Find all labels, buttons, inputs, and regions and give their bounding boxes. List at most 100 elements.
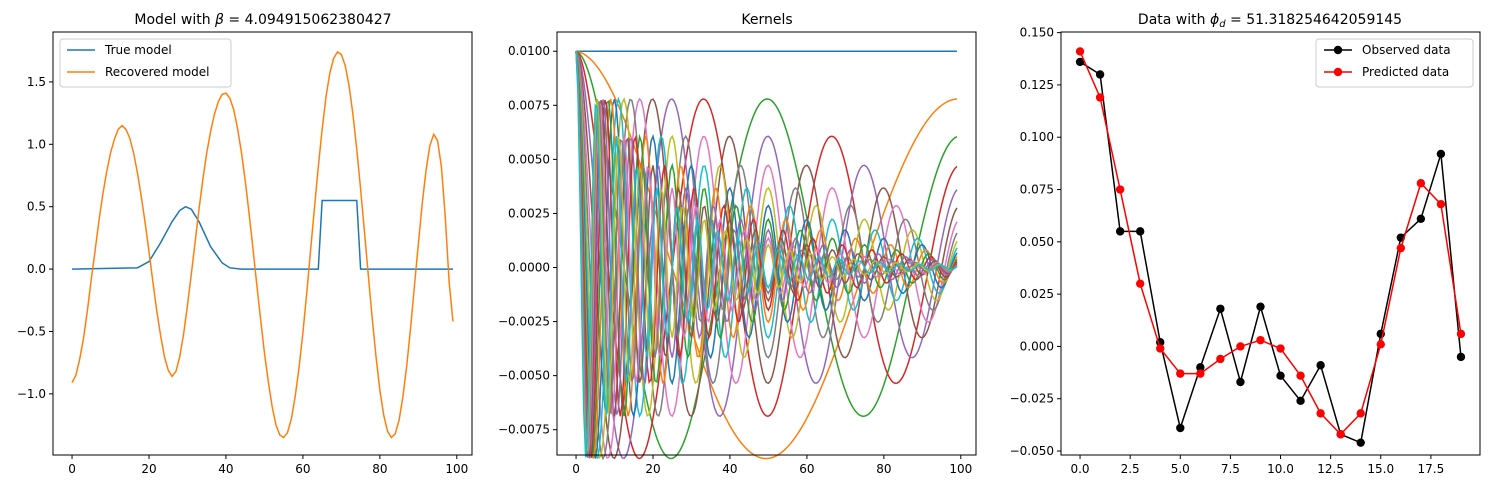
observed-data-point <box>1416 214 1426 224</box>
kernel-line-18 <box>575 51 958 453</box>
x-tick-label: 80 <box>876 462 891 476</box>
y-tick-label: 0.0 <box>27 262 46 276</box>
observed-data-point <box>1216 304 1225 313</box>
data-chart: Data with ϕd = 51.318254642059145 0.0 2.5… <box>1010 12 1481 476</box>
data-chart-legend: Observed data Predicted data <box>1315 38 1474 88</box>
predicted-data-point <box>1456 329 1466 339</box>
y-tick-label: −1.0 <box>17 387 46 401</box>
x-tick-label: 20 <box>141 462 156 476</box>
x-tick-label: 0 <box>572 462 580 476</box>
x-tick-label: 5.0 <box>1171 462 1190 476</box>
observed-data-point <box>1436 149 1446 159</box>
x-tick-label: 12.5 <box>1317 462 1344 476</box>
y-tick-label: −0.025 <box>1010 392 1054 406</box>
legend-label-predicted-data: Predicted data <box>1362 65 1449 79</box>
predicted-data-point <box>1176 369 1185 378</box>
legend-label-recovered-model: Recovered model <box>105 65 209 79</box>
observed-data-point <box>1075 57 1085 67</box>
observed-data-point <box>1276 371 1285 380</box>
x-tick-label: 40 <box>722 462 737 476</box>
x-tick-label: 15.0 <box>1367 462 1394 476</box>
kernel-line-9 <box>575 51 958 459</box>
kernel-line-19 <box>575 51 958 458</box>
y-tick-label: 0.150 <box>1020 26 1054 40</box>
x-tick-label: 60 <box>799 462 814 476</box>
legend-label-observed-data: Observed data <box>1362 43 1451 57</box>
observed-data-point <box>1196 363 1205 372</box>
true-model-line <box>72 199 453 270</box>
y-tick-label: 0.0075 <box>508 98 550 112</box>
y-tick-label: 0.025 <box>1020 287 1054 301</box>
predicted-data-point <box>1416 179 1426 188</box>
legend-label-true-model: True model <box>104 43 172 57</box>
y-tick-label: 0.0025 <box>508 206 550 220</box>
kernel-line-14 <box>575 51 958 459</box>
x-tick-label: 80 <box>372 462 387 476</box>
x-tick-label: 7.5 <box>1221 462 1240 476</box>
kernel-line-17 <box>575 51 958 458</box>
y-tick-label: −0.0025 <box>498 315 550 329</box>
observed-data-point <box>1176 423 1185 433</box>
predicted-data-point <box>1316 409 1325 418</box>
predicted-data-point <box>1216 354 1225 364</box>
y-tick-label: 0.0100 <box>508 44 550 58</box>
predicted-data-point <box>1196 369 1205 378</box>
kernel-line-15 <box>575 51 958 458</box>
y-tick-label: 1.5 <box>27 75 46 89</box>
y-tick-label: 0.5 <box>27 200 46 214</box>
y-tick-label: −0.050 <box>1010 444 1054 458</box>
observed-data-point <box>1236 377 1245 387</box>
observed-data-point <box>1356 438 1365 447</box>
model-chart: Model with β = 4.094915062380427 0 20 40 60… <box>17 12 473 476</box>
x-tick-label: 0 <box>68 462 76 476</box>
kernels-chart: Kernels 0 20 40 60 80 100 −0.0075 −0.0050 −0.002… <box>498 12 977 476</box>
x-tick-label: 2.5 <box>1121 462 1140 476</box>
predicted-data-line <box>1079 51 1462 436</box>
predicted-data-point <box>1276 344 1285 353</box>
model-chart-legend: True model Recovered model <box>59 38 232 88</box>
y-tick-label: 0.100 <box>1020 130 1054 144</box>
predicted-data-point <box>1135 279 1145 288</box>
y-tick-label: 0.050 <box>1020 235 1054 249</box>
predicted-data-point <box>1075 47 1085 56</box>
x-tick-label: 100 <box>949 462 972 476</box>
y-tick-label: 1.0 <box>27 137 46 151</box>
predicted-data-point <box>1256 335 1265 345</box>
y-tick-label: −0.0075 <box>498 423 550 437</box>
y-tick-label: 0.000 <box>1020 339 1054 353</box>
data-chart-frame <box>1060 31 1481 456</box>
predicted-data-point <box>1095 93 1105 102</box>
observed-data-point <box>1095 70 1105 79</box>
x-tick-label: 17.5 <box>1418 462 1445 476</box>
x-tick-label: 20 <box>645 462 660 476</box>
y-tick-label: −0.0050 <box>498 369 550 383</box>
observed-data-point <box>1456 352 1466 362</box>
kernels-chart-title: Kernels <box>741 12 792 28</box>
predicted-data-point <box>1336 430 1345 439</box>
model-chart-frame <box>52 31 473 456</box>
kernel-line-1 <box>575 50 958 460</box>
observed-data-point <box>1115 227 1125 236</box>
observed-data-point <box>1256 302 1265 311</box>
y-tick-label: −0.5 <box>17 324 46 338</box>
model-chart-title: Model with β = 4.094915062380427 <box>134 12 391 28</box>
x-tick-label: 10.0 <box>1267 462 1294 476</box>
legend-marker-predicted-data <box>1333 67 1343 77</box>
y-tick-label: 0.0050 <box>508 152 550 166</box>
predicted-data-point <box>1376 340 1385 349</box>
observed-data-point <box>1316 361 1325 370</box>
predicted-data-point <box>1296 371 1305 380</box>
kernels-chart-frame <box>556 31 977 456</box>
predicted-data-point <box>1156 344 1165 353</box>
recovered-model-line <box>71 50 454 439</box>
x-tick-label: 60 <box>295 462 310 476</box>
x-tick-label: 100 <box>445 462 468 476</box>
observed-data-point <box>1135 227 1145 236</box>
y-tick-label: 0.0000 <box>508 261 550 275</box>
y-tick-label: 0.075 <box>1020 183 1054 197</box>
predicted-data-point <box>1236 342 1245 351</box>
kernel-line-12 <box>575 51 958 458</box>
predicted-data-point <box>1396 243 1406 253</box>
legend-marker-observed-data <box>1333 45 1343 55</box>
